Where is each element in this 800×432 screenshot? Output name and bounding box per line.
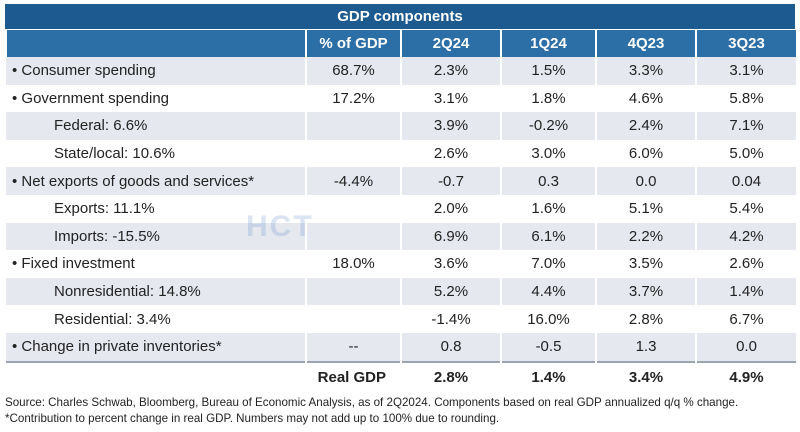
row-label: • Fixed investment [12,255,135,273]
share-cell: -4.4% [305,167,401,195]
value-cell: -0.2% [500,112,596,140]
value-cell: 5.0% [695,139,796,168]
watermark: HCT [246,210,314,243]
table-row: • Net exports of goods and services* -4.4… [6,167,796,195]
value-cell: 4.4% [500,277,596,306]
value-cell: 5.8% [695,84,796,113]
value-cell: 3.9% [400,112,501,140]
value-cell: 5.1% [595,194,696,223]
value-cell: 1.4% [695,277,796,306]
table-row: Nonresidential: 14.8% 5.2% 4.4% 3.7% 1.4% [6,277,796,306]
header-row: % of GDP 2Q24 1Q24 4Q23 3Q23 [5,30,796,57]
value-cell: 4.2% [695,222,796,251]
value-cell: 3.5% [595,250,696,278]
value-cell: 7.1% [695,112,796,140]
value-cell: -1.4% [400,305,501,333]
empty-cell [305,112,401,140]
value-cell: -0.5 [500,332,596,362]
row-label: • Consumer spending [6,57,306,85]
value-cell: 0.04 [695,167,796,195]
value-cell: 3.6% [400,250,501,278]
value-cell: 2.6% [695,250,796,278]
share-cell: 17.2% [305,84,401,113]
value-cell: 0.0 [695,332,796,362]
table-row: Federal: 6.6% 3.9% -0.2% 2.4% 7.1% [6,112,796,140]
total-row: Real GDP 2.8% 1.4% 3.4% 4.9% [6,360,796,393]
row-label: • Government spending [12,89,170,107]
value-cell: 6.7% [695,305,796,333]
row-label: Nonresidential: 14.8% [6,277,306,306]
value-cell: 2.3% [400,57,501,85]
share-cell: -- [305,332,401,362]
empty-cell [6,360,306,393]
value-cell: 1.8% [500,84,596,113]
total-value: 1.4% [500,360,596,393]
header-cell: 3Q23 [695,30,796,57]
total-value: 4.9% [695,360,796,393]
empty-cell [305,277,401,306]
empty-cell [305,222,401,251]
value-cell: 6.9% [400,222,501,251]
table-title: GDP components [5,4,795,29]
value-cell: 3.3% [595,57,696,85]
table-body: • Consumer spending 68.7% 2.3% 1.5% 3.3% 3.1%… [6,57,796,393]
table-row: • Change in private inventories* -- 0.8 -0.… [6,332,796,362]
row-label: Federal: 6.6% [6,112,306,140]
table-row: Exports: 11.1% 2.0% 1.6% 5.1% 5.4% [6,194,796,223]
row-label: Residential: 3.4% [54,310,171,328]
header-cell [5,30,306,57]
value-cell: 2.4% [595,112,696,140]
empty-cell [305,139,401,168]
value-cell: -0.7 [400,167,501,195]
value-cell: 1.6% [500,194,596,223]
total-label: Real GDP [306,360,401,393]
value-cell: 0.3 [500,167,596,195]
value-cell: 2.6% [400,139,501,168]
value-cell: 1.3 [595,332,696,362]
row-label: State/local: 10.6% [54,145,175,163]
value-cell: 6.0% [595,139,696,168]
value-cell: 2.0% [400,194,501,223]
empty-cell [305,305,401,333]
value-cell: 2.8% [595,305,696,333]
footnote: *Contribution to percent change in real … [5,412,500,425]
row-label: • Net exports of goods and services* [6,167,306,195]
value-cell: 3.7% [595,277,696,306]
value-cell: 0.8 [400,332,501,362]
table-row: Imports: -15.5% 6.9% 6.1% 2.2% 4.2% [6,222,796,251]
value-cell: 3.0% [500,139,596,168]
value-cell: 7.0% [500,250,596,278]
table-row: • Government spending 17.2% 3.1% 1.8% 4.6% 5.… [6,84,796,113]
gdp-table: % of GDP 2Q24 1Q24 4Q23 3Q23 • Consumer spen… [5,30,796,393]
header-cell: 2Q24 [400,30,501,57]
footnote: Source: Charles Schwab, Bloomberg, Burea… [5,396,739,409]
header-cell: 4Q23 [595,30,696,57]
header-cell: 1Q24 [500,30,596,57]
value-cell: 5.2% [400,277,501,306]
share-cell: 68.7% [305,57,401,85]
row-label: • Change in private inventories* [6,332,306,362]
table-row: State/local: 10.6% 2.6% 3.0% 6.0% 5.0% [6,139,796,168]
value-cell: 16.0% [500,305,596,333]
value-cell: 3.1% [400,84,501,113]
value-cell: 3.1% [695,57,796,85]
header-cell: % of GDP [305,30,401,57]
empty-cell [305,194,401,223]
table-row: • Fixed investment 18.0% 3.6% 7.0% 3.5% 2.6% [6,250,796,278]
table-row: • Consumer spending 68.7% 2.3% 1.5% 3.3% 3.1% [6,57,796,85]
row-label: Exports: 11.1% [54,200,155,218]
value-cell: 6.1% [500,222,596,251]
value-cell: 4.6% [595,84,696,113]
total-value: 3.4% [595,360,696,393]
value-cell: 2.2% [595,222,696,251]
share-cell: 18.0% [305,250,401,278]
value-cell: 0.0 [595,167,696,195]
row-label: Imports: -15.5% [6,222,306,251]
value-cell: 1.5% [500,57,596,85]
total-value: 2.8% [400,360,501,393]
value-cell: 5.4% [695,194,796,223]
table-row: Residential: 3.4% -1.4% 16.0% 2.8% 6.7% [6,305,796,333]
